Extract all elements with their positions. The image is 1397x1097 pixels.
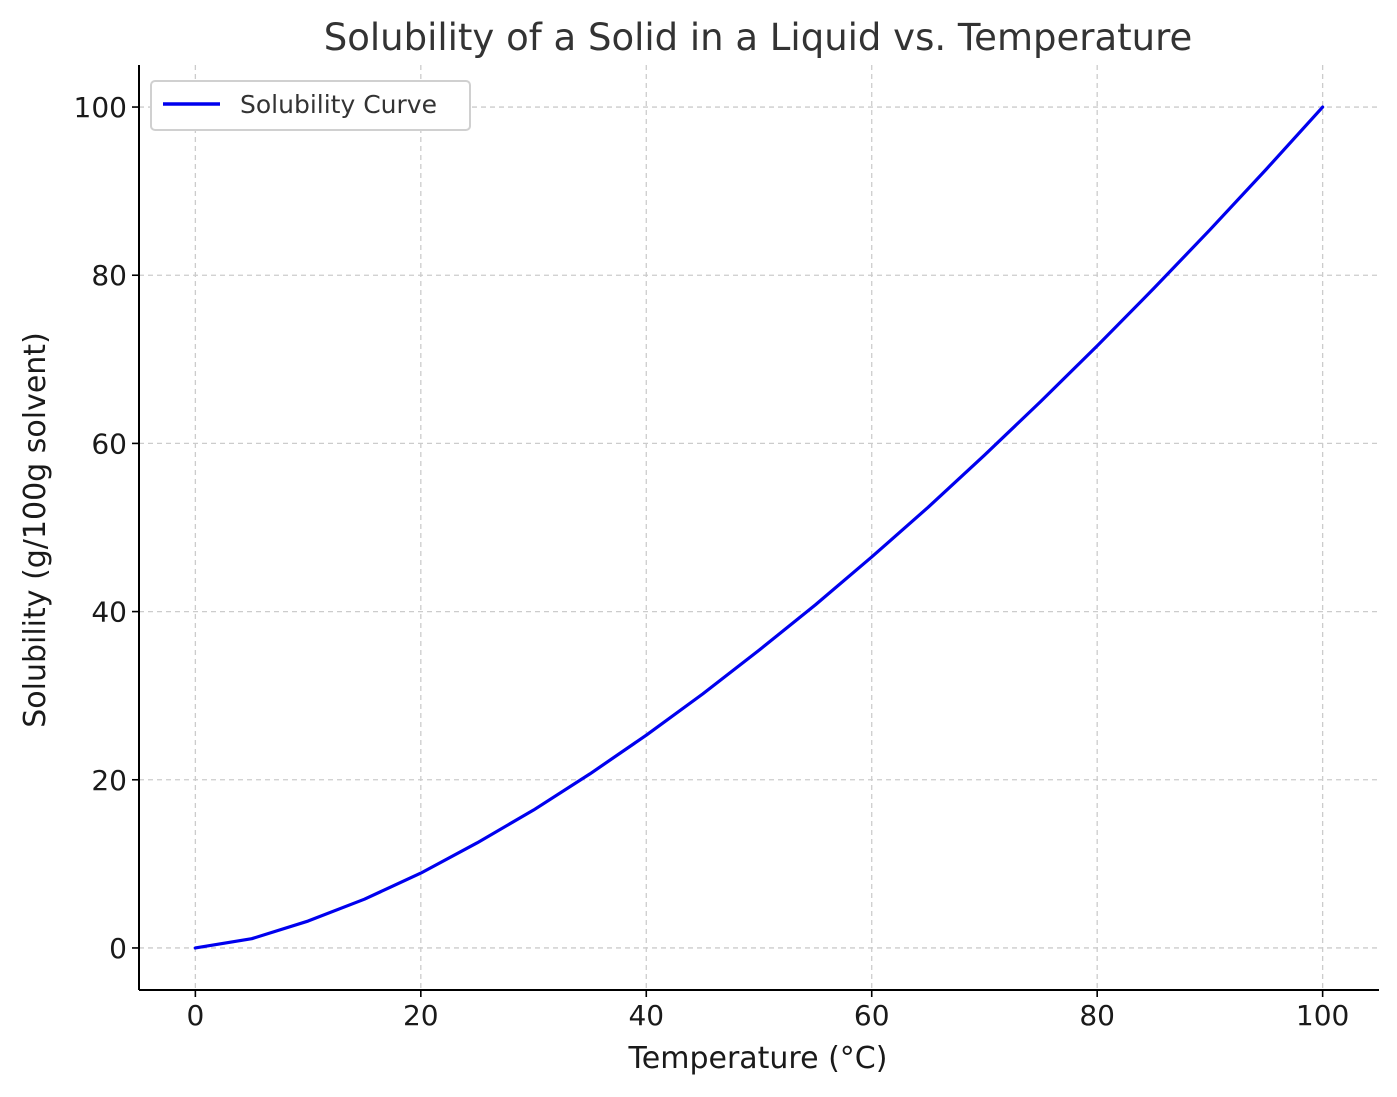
grid-layer [139,65,1379,990]
series-line-solubility-curve [193,105,1325,950]
x-axis-title: Temperature (°C) [628,1041,888,1076]
x-tick-label: 0 [186,999,204,1032]
y-tick-label: 100 [74,91,127,124]
chart-title: Solubility of a Solid in a Liquid vs. Te… [324,16,1193,59]
x-tick-label: 60 [854,999,890,1032]
y-tick-label: 20 [91,764,127,797]
y-tick-label: 40 [91,596,127,629]
axes-layer [138,65,1379,991]
y-axis-title: Solubility (g/100g solvent) [18,332,53,728]
ticks-layer: 0 20 40 60 80 100 0 20 40 60 80 100 [74,91,1350,1032]
legend: Solubility Curve [150,80,471,131]
y-tick-label: 60 [91,427,127,460]
x-tick-label: 40 [628,999,664,1032]
x-tick-label: 80 [1079,999,1115,1032]
x-tick-label: 100 [1296,999,1349,1032]
legend-label: Solubility Curve [240,90,437,119]
y-tick-label: 0 [109,932,127,965]
series-layer [193,105,1325,950]
legend-box [150,80,471,131]
x-tick-label: 20 [403,999,439,1032]
y-tick-label: 80 [91,259,127,292]
